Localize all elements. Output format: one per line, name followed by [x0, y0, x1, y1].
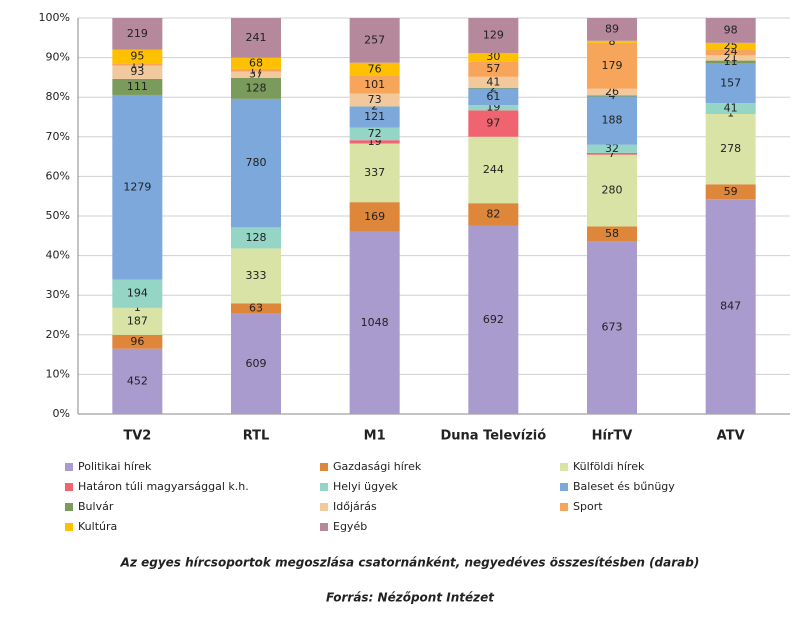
data-label: 101 [364, 78, 385, 91]
legend-label: Külföldi hírek [573, 460, 645, 473]
source: Forrás: Nézőpont Intézet [326, 591, 495, 605]
data-label: 219 [127, 27, 148, 40]
y-tick-label: 0% [53, 407, 70, 420]
data-label: 692 [483, 313, 504, 326]
data-label: 278 [720, 142, 741, 155]
data-label: 169 [364, 210, 385, 223]
data-label: 452 [127, 374, 148, 387]
data-label: 244 [483, 163, 504, 176]
data-label: 97 [486, 117, 500, 130]
legend-label: Egyéb [333, 520, 367, 533]
data-label: 179 [602, 59, 623, 72]
data-label: 111 [127, 80, 148, 93]
x-tick-label: RTL [243, 429, 270, 444]
legend-swatch [320, 523, 328, 531]
legend-label: Bulvár [78, 500, 114, 513]
x-tick-label: HírTV [592, 429, 633, 444]
data-label: 128 [246, 81, 267, 94]
data-label: 59 [724, 185, 738, 198]
data-label: 57 [486, 62, 500, 75]
y-tick-label: 20% [46, 328, 70, 341]
data-label: 68 [249, 56, 263, 69]
data-label: 41 [486, 75, 500, 88]
data-label: 82 [486, 207, 500, 220]
data-label: 194 [127, 287, 148, 300]
legend-swatch [320, 503, 328, 511]
data-label: 72 [368, 127, 382, 140]
data-label: 89 [605, 22, 619, 35]
caption: Az egyes hírcsoportok megoszlása csatorn… [120, 556, 700, 570]
data-label: 257 [364, 33, 385, 46]
x-tick-label: ATV [717, 429, 745, 444]
legend-swatch [320, 483, 328, 491]
data-label: 673 [602, 321, 623, 334]
y-tick-label: 90% [46, 51, 70, 64]
x-tick-label: TV2 [123, 429, 151, 444]
legend-swatch [65, 523, 73, 531]
y-tick-label: 30% [46, 288, 70, 301]
data-label: 241 [246, 31, 267, 44]
y-tick-label: 80% [46, 90, 70, 103]
legend-label: Politikai hírek [78, 460, 152, 473]
data-label: 76 [368, 62, 382, 75]
data-label: 1048 [361, 316, 389, 329]
data-label: 280 [602, 184, 623, 197]
legend-swatch [560, 483, 568, 491]
legend-label: Baleset és bűnügy [573, 480, 675, 493]
legend-label: Időjárás [333, 500, 377, 513]
legend-label: Helyi ügyek [333, 480, 398, 493]
x-tick-label: M1 [364, 429, 386, 444]
data-label: 780 [246, 156, 267, 169]
data-label: 337 [364, 166, 385, 179]
data-label: 333 [246, 269, 267, 282]
legend-swatch [560, 463, 568, 471]
legend-swatch [320, 463, 328, 471]
data-label: 188 [602, 114, 623, 127]
y-tick-label: 100% [39, 11, 70, 24]
y-tick-label: 60% [46, 169, 70, 182]
data-label: 187 [127, 314, 148, 327]
data-label: 96 [130, 335, 144, 348]
data-label: 609 [246, 357, 267, 370]
y-tick-label: 70% [46, 130, 70, 143]
data-label: 157 [720, 76, 741, 89]
data-label: 41 [724, 101, 738, 114]
legend-swatch [65, 503, 73, 511]
legend-label: Gazdasági hírek [333, 460, 422, 473]
legend-swatch [65, 463, 73, 471]
data-label: 1279 [123, 180, 151, 193]
legend-label: Sport [573, 500, 603, 513]
data-label: 63 [249, 301, 263, 314]
y-tick-label: 50% [46, 209, 70, 222]
data-label: 128 [246, 231, 267, 244]
y-tick-label: 40% [46, 249, 70, 262]
data-label: 847 [720, 300, 741, 313]
legend-label: Határon túli magyarsággal k.h. [78, 480, 249, 493]
legend-swatch [560, 503, 568, 511]
data-label: 58 [605, 227, 619, 240]
y-tick-label: 10% [46, 367, 70, 380]
legend-label: Kultúra [78, 520, 117, 533]
data-label: 73 [368, 93, 382, 106]
data-label: 95 [130, 49, 144, 62]
data-label: 129 [483, 29, 504, 42]
x-tick-label: Duna Televízió [440, 429, 546, 444]
data-label: 98 [724, 23, 738, 36]
legend-swatch [65, 483, 73, 491]
